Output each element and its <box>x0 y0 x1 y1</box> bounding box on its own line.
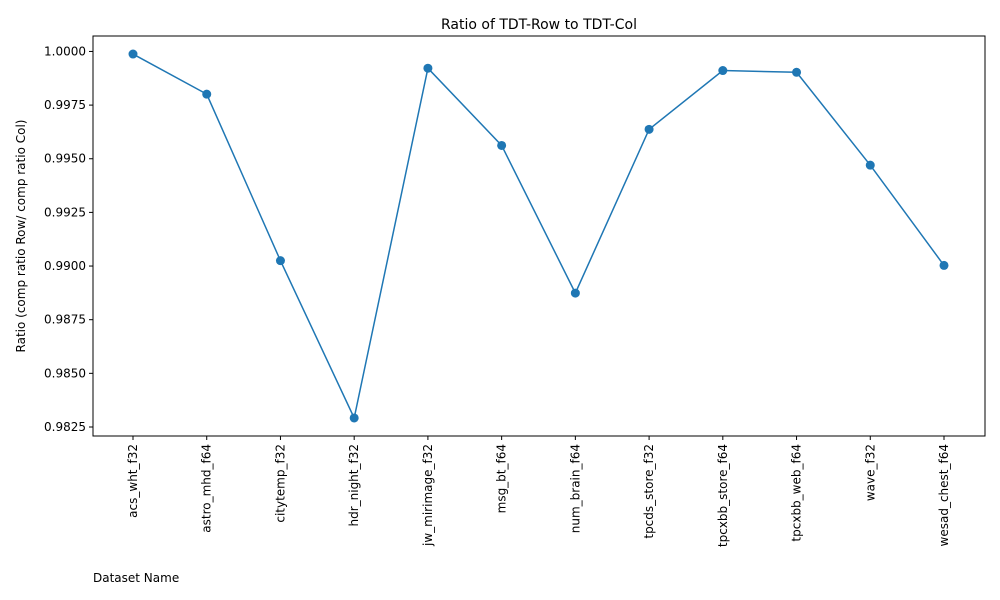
x-tick-label: tpcxbb_web_f64 <box>790 444 804 542</box>
x-tick-label: citytemp_f32 <box>273 444 287 523</box>
data-point <box>644 124 654 134</box>
x-axis-label: Dataset Name <box>93 571 179 585</box>
data-point <box>497 140 507 150</box>
data-points <box>128 49 949 423</box>
y-axis-label: Ratio (comp ratio Row/ comp ratio Col) <box>14 120 28 353</box>
x-tick-label: num_brain_f64 <box>568 444 582 533</box>
y-tick-label: 0.9825 <box>44 420 86 434</box>
y-tick-label: 0.9950 <box>44 152 86 166</box>
y-tick-label: 1.0000 <box>44 44 86 58</box>
chart-title: Ratio of TDT-Row to TDT-Col <box>441 17 637 33</box>
y-tick-label: 0.9850 <box>44 366 86 380</box>
data-point <box>792 67 802 77</box>
y-tick-label: 0.9875 <box>44 313 86 327</box>
x-tick-label: tpcds_store_f32 <box>642 444 656 539</box>
y-tick-label: 0.9925 <box>44 205 86 219</box>
data-point <box>349 413 359 423</box>
y-tick-label: 0.9900 <box>44 259 86 273</box>
x-tick-label: hdr_night_f32 <box>347 444 361 527</box>
data-point <box>202 89 212 99</box>
x-tick-label: wesad_chest_f64 <box>937 444 951 546</box>
plot-frame <box>92 35 986 437</box>
data-point <box>939 260 949 270</box>
data-point <box>423 63 433 73</box>
series-line <box>132 53 945 421</box>
data-point <box>865 160 875 170</box>
data-point <box>275 256 285 266</box>
data-point <box>128 49 138 59</box>
data-point <box>718 66 728 76</box>
x-tick-label: astro_mhd_f64 <box>200 444 214 533</box>
data-point <box>570 288 580 298</box>
x-tick-label: tpcxbb_store_f64 <box>716 444 730 547</box>
y-axis-ticks: 0.9825 0.9850 0.9875 0.9900 0.9925 0.9950 0.99… <box>44 44 93 434</box>
x-tick-label: jw_mirimage_f32 <box>421 444 435 547</box>
x-axis-ticks: acs_wht_f32 astro_mhd_f64 citytemp_f32 hdr_… <box>126 436 951 547</box>
x-tick-label: msg_bt_f64 <box>495 444 509 513</box>
y-tick-label: 0.9975 <box>44 98 86 112</box>
x-tick-label: acs_wht_f32 <box>126 444 140 518</box>
x-tick-label: wave_f32 <box>863 444 877 501</box>
